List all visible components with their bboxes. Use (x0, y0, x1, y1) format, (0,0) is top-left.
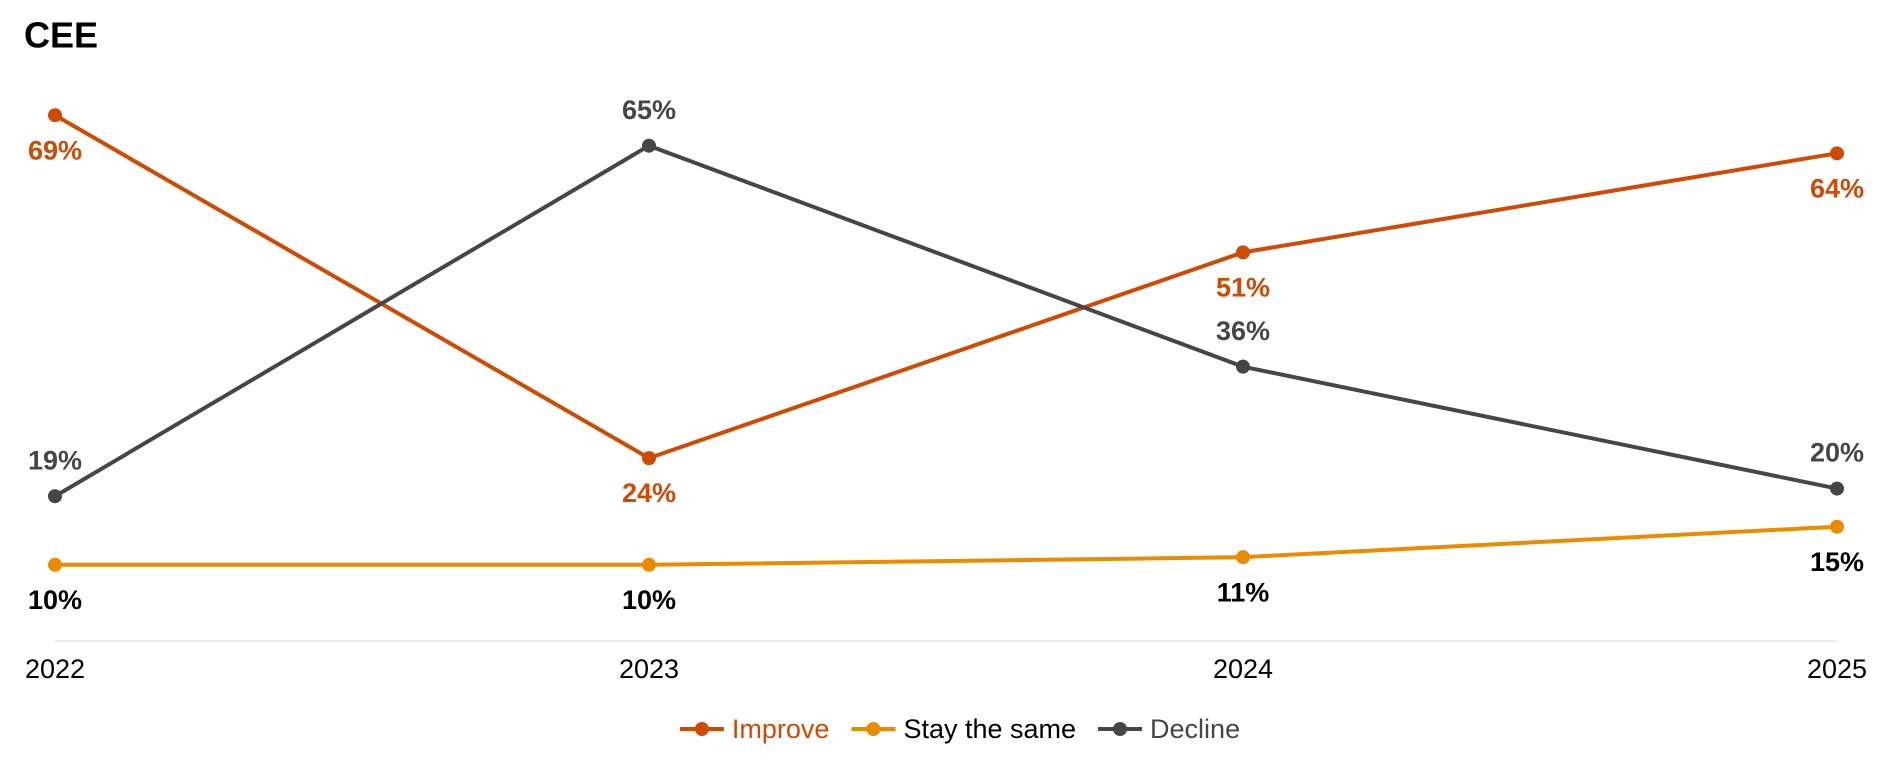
legend-label: Improve (732, 714, 830, 744)
legend-label: Decline (1150, 714, 1240, 744)
data-point (1236, 550, 1250, 565)
data-point (642, 138, 656, 153)
x-tick-label: 2022 (25, 654, 85, 684)
data-label: 10% (622, 585, 676, 615)
legend-dot (694, 722, 709, 736)
data-label: 69% (28, 135, 82, 165)
data-point (1830, 481, 1844, 496)
legend-label: Stay the same (903, 714, 1076, 744)
data-label: 11% (1217, 577, 1270, 607)
x-tick-label: 2023 (619, 654, 679, 684)
data-label: 24% (622, 478, 676, 508)
data-label: 19% (28, 445, 82, 475)
legend-dot (1113, 722, 1128, 736)
legend: Improve Stay the same Decline (679, 714, 1240, 744)
data-label: 65% (622, 95, 676, 125)
data-label: 64% (1810, 173, 1864, 203)
data-label: 20% (1810, 438, 1864, 468)
data-point (642, 557, 656, 572)
data-label: 15% (1810, 547, 1864, 577)
legend-item: Improve (679, 714, 830, 744)
legend-item: Stay the same (851, 714, 1076, 744)
data-point (48, 108, 62, 123)
legend-dot (866, 722, 881, 736)
data-point (1830, 519, 1844, 534)
data-label: 10% (28, 585, 82, 615)
series-line (53, 143, 1838, 498)
data-point (642, 451, 656, 466)
chart-title: CEE (24, 15, 98, 56)
data-label: 36% (1216, 316, 1270, 346)
series-line (54, 113, 1838, 461)
data-point (48, 489, 62, 504)
series-line (55, 524, 1838, 567)
data-point (48, 557, 62, 572)
x-tick-label: 2025 (1807, 654, 1867, 684)
legend-item: Decline (1098, 714, 1240, 744)
data-label: 51% (1216, 273, 1270, 303)
data-point (1236, 359, 1250, 374)
data-point (1236, 245, 1250, 260)
data-point (1830, 146, 1844, 161)
x-tick-label: 2024 (1213, 654, 1273, 684)
